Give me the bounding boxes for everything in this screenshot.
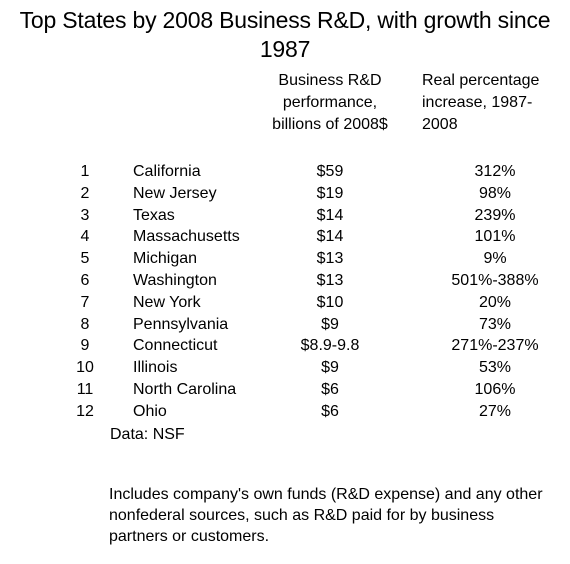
rank-cell: 1 bbox=[80, 163, 90, 180]
chart-title-line: Top States by 2008 Business R&D, with gr… bbox=[19, 7, 551, 33]
rd-value-cell: $6 bbox=[321, 380, 339, 398]
footnote-line: Includes company's own funds (R&D expens… bbox=[109, 486, 543, 503]
rd-value-cell: $9 bbox=[321, 315, 339, 333]
growth-value-cell: 9% bbox=[483, 250, 507, 268]
state-cell: Texas bbox=[133, 206, 175, 224]
table-row: 12 Ohio $6 27% bbox=[0, 401, 570, 423]
state-cell: Connecticut bbox=[133, 337, 218, 355]
table-row: 2 New Jersey $19 98% bbox=[0, 183, 570, 205]
table-row: 5 Michigan $13 9% bbox=[0, 248, 570, 270]
table-row: 11 North Carolina $6 106% bbox=[0, 379, 570, 401]
column-header-rd-line: Business R&D bbox=[278, 72, 382, 89]
state-cell: North Carolina bbox=[133, 380, 237, 398]
rd-value-cell: $9 bbox=[321, 359, 339, 377]
state-cell: Michigan bbox=[133, 250, 198, 268]
data-table: 1 California $59 312% 2 New Jersey $19 98% 3 Texa… bbox=[0, 161, 570, 423]
growth-value-cell: 106% bbox=[474, 380, 516, 398]
rd-value-cell: $10 bbox=[316, 293, 344, 311]
rd-value-cell: $14 bbox=[316, 228, 344, 246]
rank-cell: 10 bbox=[76, 359, 94, 377]
state-cell: Pennsylvania bbox=[133, 315, 229, 333]
column-header-growth-line: 2008 bbox=[422, 116, 458, 133]
growth-value-cell: 98% bbox=[478, 184, 512, 202]
growth-value-cell: 53% bbox=[478, 359, 512, 377]
growth-value-cell: 501%-388% bbox=[451, 271, 539, 289]
table-row: 1 California $59 312% bbox=[0, 161, 570, 183]
rank-cell: 11 bbox=[76, 380, 94, 398]
rank-cell: 8 bbox=[80, 315, 90, 333]
table-row: 10 Illinois $9 53% bbox=[0, 357, 570, 379]
growth-value-cell: 271%-237% bbox=[451, 337, 539, 355]
rank-cell: 4 bbox=[80, 228, 90, 246]
column-header-rd-line: billions of 2008$ bbox=[272, 116, 388, 133]
footnote: Includes company's own funds (R&D expens… bbox=[109, 484, 564, 547]
footnote-line: partners or customers. bbox=[109, 528, 270, 545]
state-cell: New York bbox=[133, 293, 201, 311]
state-cell: California bbox=[133, 163, 201, 180]
source-note: Data: NSF bbox=[110, 426, 185, 443]
column-header-growth-line: Real percentage bbox=[422, 72, 540, 89]
state-cell: New Jersey bbox=[133, 184, 217, 202]
growth-value-cell: 312% bbox=[474, 163, 516, 180]
table-row: 8 Pennsylvania $9 73% bbox=[0, 314, 570, 336]
table-row: 9 Connecticut $8.9-9.8 271%-237% bbox=[0, 335, 570, 357]
rank-cell: 6 bbox=[80, 271, 90, 289]
rd-value-cell: $8.9-9.8 bbox=[300, 337, 360, 355]
rd-value-cell: $19 bbox=[316, 184, 344, 202]
state-cell: Massachusetts bbox=[133, 228, 240, 246]
table-row: 7 New York $10 20% bbox=[0, 292, 570, 314]
table-row: 6 Washington $13 501%-388% bbox=[0, 270, 570, 292]
state-cell: Illinois bbox=[133, 359, 178, 377]
growth-value-cell: 27% bbox=[478, 402, 512, 420]
rd-value-cell: $59 bbox=[316, 163, 344, 180]
table-row: 4 Massachusetts $14 101% bbox=[0, 226, 570, 248]
rank-cell: 5 bbox=[80, 250, 90, 268]
growth-value-cell: 20% bbox=[478, 293, 512, 311]
rd-value-cell: $13 bbox=[316, 250, 344, 268]
rank-cell: 7 bbox=[80, 293, 90, 311]
rd-value-cell: $6 bbox=[321, 402, 339, 420]
rd-value-cell: $13 bbox=[316, 271, 344, 289]
rd-value-cell: $14 bbox=[316, 206, 344, 224]
rank-cell: 9 bbox=[80, 337, 90, 355]
chart-title-line: 1987 bbox=[259, 36, 311, 62]
table-row: 3 Texas $14 239% bbox=[0, 205, 570, 227]
state-cell: Washington bbox=[133, 271, 217, 289]
rank-cell: 12 bbox=[76, 402, 94, 420]
growth-value-cell: 101% bbox=[474, 228, 516, 246]
column-header-growth: Real percentage increase, 1987- 2008 bbox=[422, 70, 562, 136]
column-header-rd: Business R&D performance, billions of 20… bbox=[250, 70, 410, 136]
rank-cell: 3 bbox=[80, 206, 90, 224]
column-header-growth-line: increase, 1987- bbox=[422, 94, 533, 111]
footnote-line: nonfederal sources, such as R&D paid for… bbox=[109, 507, 495, 524]
growth-value-cell: 73% bbox=[478, 315, 512, 333]
state-cell: Ohio bbox=[133, 402, 167, 420]
chart-title: Top States by 2008 Business R&D, with gr… bbox=[0, 6, 570, 64]
column-header-rd-line: performance, bbox=[282, 94, 378, 111]
rank-cell: 2 bbox=[80, 184, 90, 202]
growth-value-cell: 239% bbox=[474, 206, 516, 224]
